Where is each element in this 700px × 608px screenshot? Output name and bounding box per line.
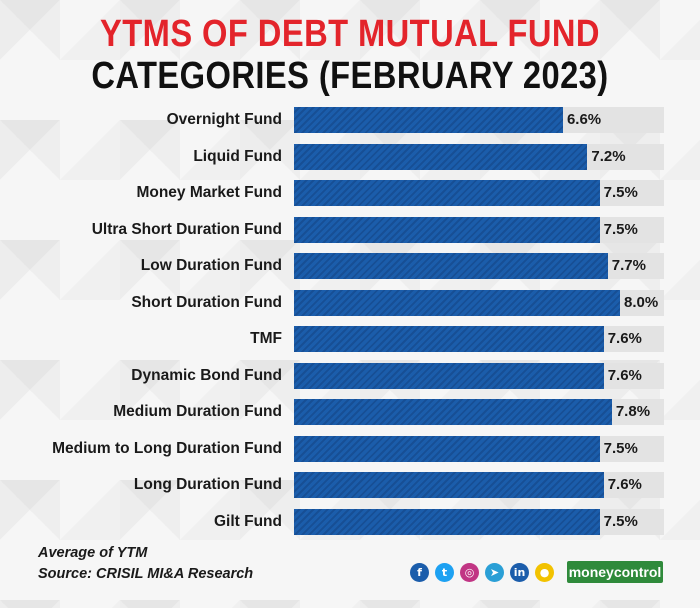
bar bbox=[294, 435, 600, 462]
value-label: 7.5% bbox=[603, 439, 638, 457]
bar-row: Medium Duration Fund 7.8% bbox=[0, 399, 700, 425]
category-label: Short Duration Fund bbox=[131, 293, 282, 311]
moneycontrol-logo: moneycontrol bbox=[567, 561, 663, 583]
twitter-icon[interactable]: t bbox=[435, 563, 454, 582]
value-label: 7.5% bbox=[603, 184, 638, 201]
telegram-icon[interactable]: ➤ bbox=[485, 563, 504, 582]
bar-row: Dynamic Bond Fund 7.6% bbox=[0, 362, 700, 389]
bar-row: Ultra Short Duration Fund 7.5% bbox=[0, 216, 700, 243]
bar-row: Low Duration Fund 7.7% bbox=[0, 253, 700, 279]
category-label: Overnight Fund bbox=[166, 111, 282, 128]
category-label: Low Duration Fund bbox=[140, 257, 282, 274]
bar-row: Liquid Fund 7.2% bbox=[0, 143, 700, 170]
category-label: TMF bbox=[250, 330, 282, 347]
category-label: Gilt Fund bbox=[213, 512, 282, 530]
social-icons: f t ◎ ➤ in ● bbox=[410, 563, 554, 582]
chart-title-line1: YTMS OF DEBT MUTUAL FUND bbox=[100, 13, 600, 55]
category-label: Ultra Short Duration Fund bbox=[91, 220, 282, 238]
category-label: Liquid Fund bbox=[193, 147, 282, 165]
value-label: 7.5% bbox=[603, 512, 638, 530]
value-label: 7.8% bbox=[615, 403, 651, 420]
bar-row: Gilt Fund 7.5% bbox=[0, 508, 700, 535]
instagram-icon[interactable]: ◎ bbox=[460, 563, 479, 582]
footnote: Average of YTM bbox=[38, 545, 148, 561]
category-label: Medium Duration Fund bbox=[113, 403, 282, 420]
bar bbox=[294, 399, 612, 425]
bar bbox=[294, 216, 600, 243]
bar bbox=[294, 472, 604, 498]
bar bbox=[294, 107, 563, 133]
bar bbox=[294, 253, 608, 279]
bar-row: Medium to Long Duration Fund 7.5% bbox=[0, 435, 700, 462]
chart-title-line2: CATEGORIES (FEBRUARY 2023) bbox=[91, 55, 609, 97]
value-label: 8.0% bbox=[624, 293, 659, 311]
bar bbox=[294, 180, 600, 206]
bar bbox=[294, 326, 604, 352]
bar bbox=[294, 508, 600, 535]
bar-row: Long Duration Fund 7.6% bbox=[0, 472, 700, 498]
category-label: Money Market Fund bbox=[136, 184, 282, 201]
bar-row: Short Duration Fund 8.0% bbox=[0, 289, 700, 316]
linkedin-icon[interactable]: in bbox=[510, 563, 529, 582]
bar bbox=[294, 289, 620, 316]
category-label: Medium to Long Duration Fund bbox=[52, 439, 282, 457]
facebook-icon[interactable]: f bbox=[410, 563, 429, 582]
koo-icon[interactable]: ● bbox=[535, 563, 554, 582]
category-label: Long Duration Fund bbox=[133, 476, 282, 493]
bar bbox=[294, 362, 604, 389]
value-label: 7.6% bbox=[607, 330, 642, 347]
value-label: 7.7% bbox=[611, 257, 646, 274]
category-label: Dynamic Bond Fund bbox=[131, 366, 282, 384]
bar bbox=[294, 143, 588, 170]
value-label: 7.2% bbox=[591, 147, 626, 165]
bar-row: Money Market Fund 7.5% bbox=[0, 180, 700, 206]
value-label: 6.6% bbox=[566, 111, 602, 128]
bar-row: Overnight Fund 6.6% bbox=[0, 107, 700, 133]
value-label: 7.6% bbox=[607, 366, 642, 384]
value-label: 7.6% bbox=[607, 476, 642, 493]
value-label: 7.5% bbox=[603, 220, 638, 238]
bar-row: TMF 7.6% bbox=[0, 326, 700, 352]
source-note: Source: CRISIL MI&A Research bbox=[38, 566, 254, 582]
